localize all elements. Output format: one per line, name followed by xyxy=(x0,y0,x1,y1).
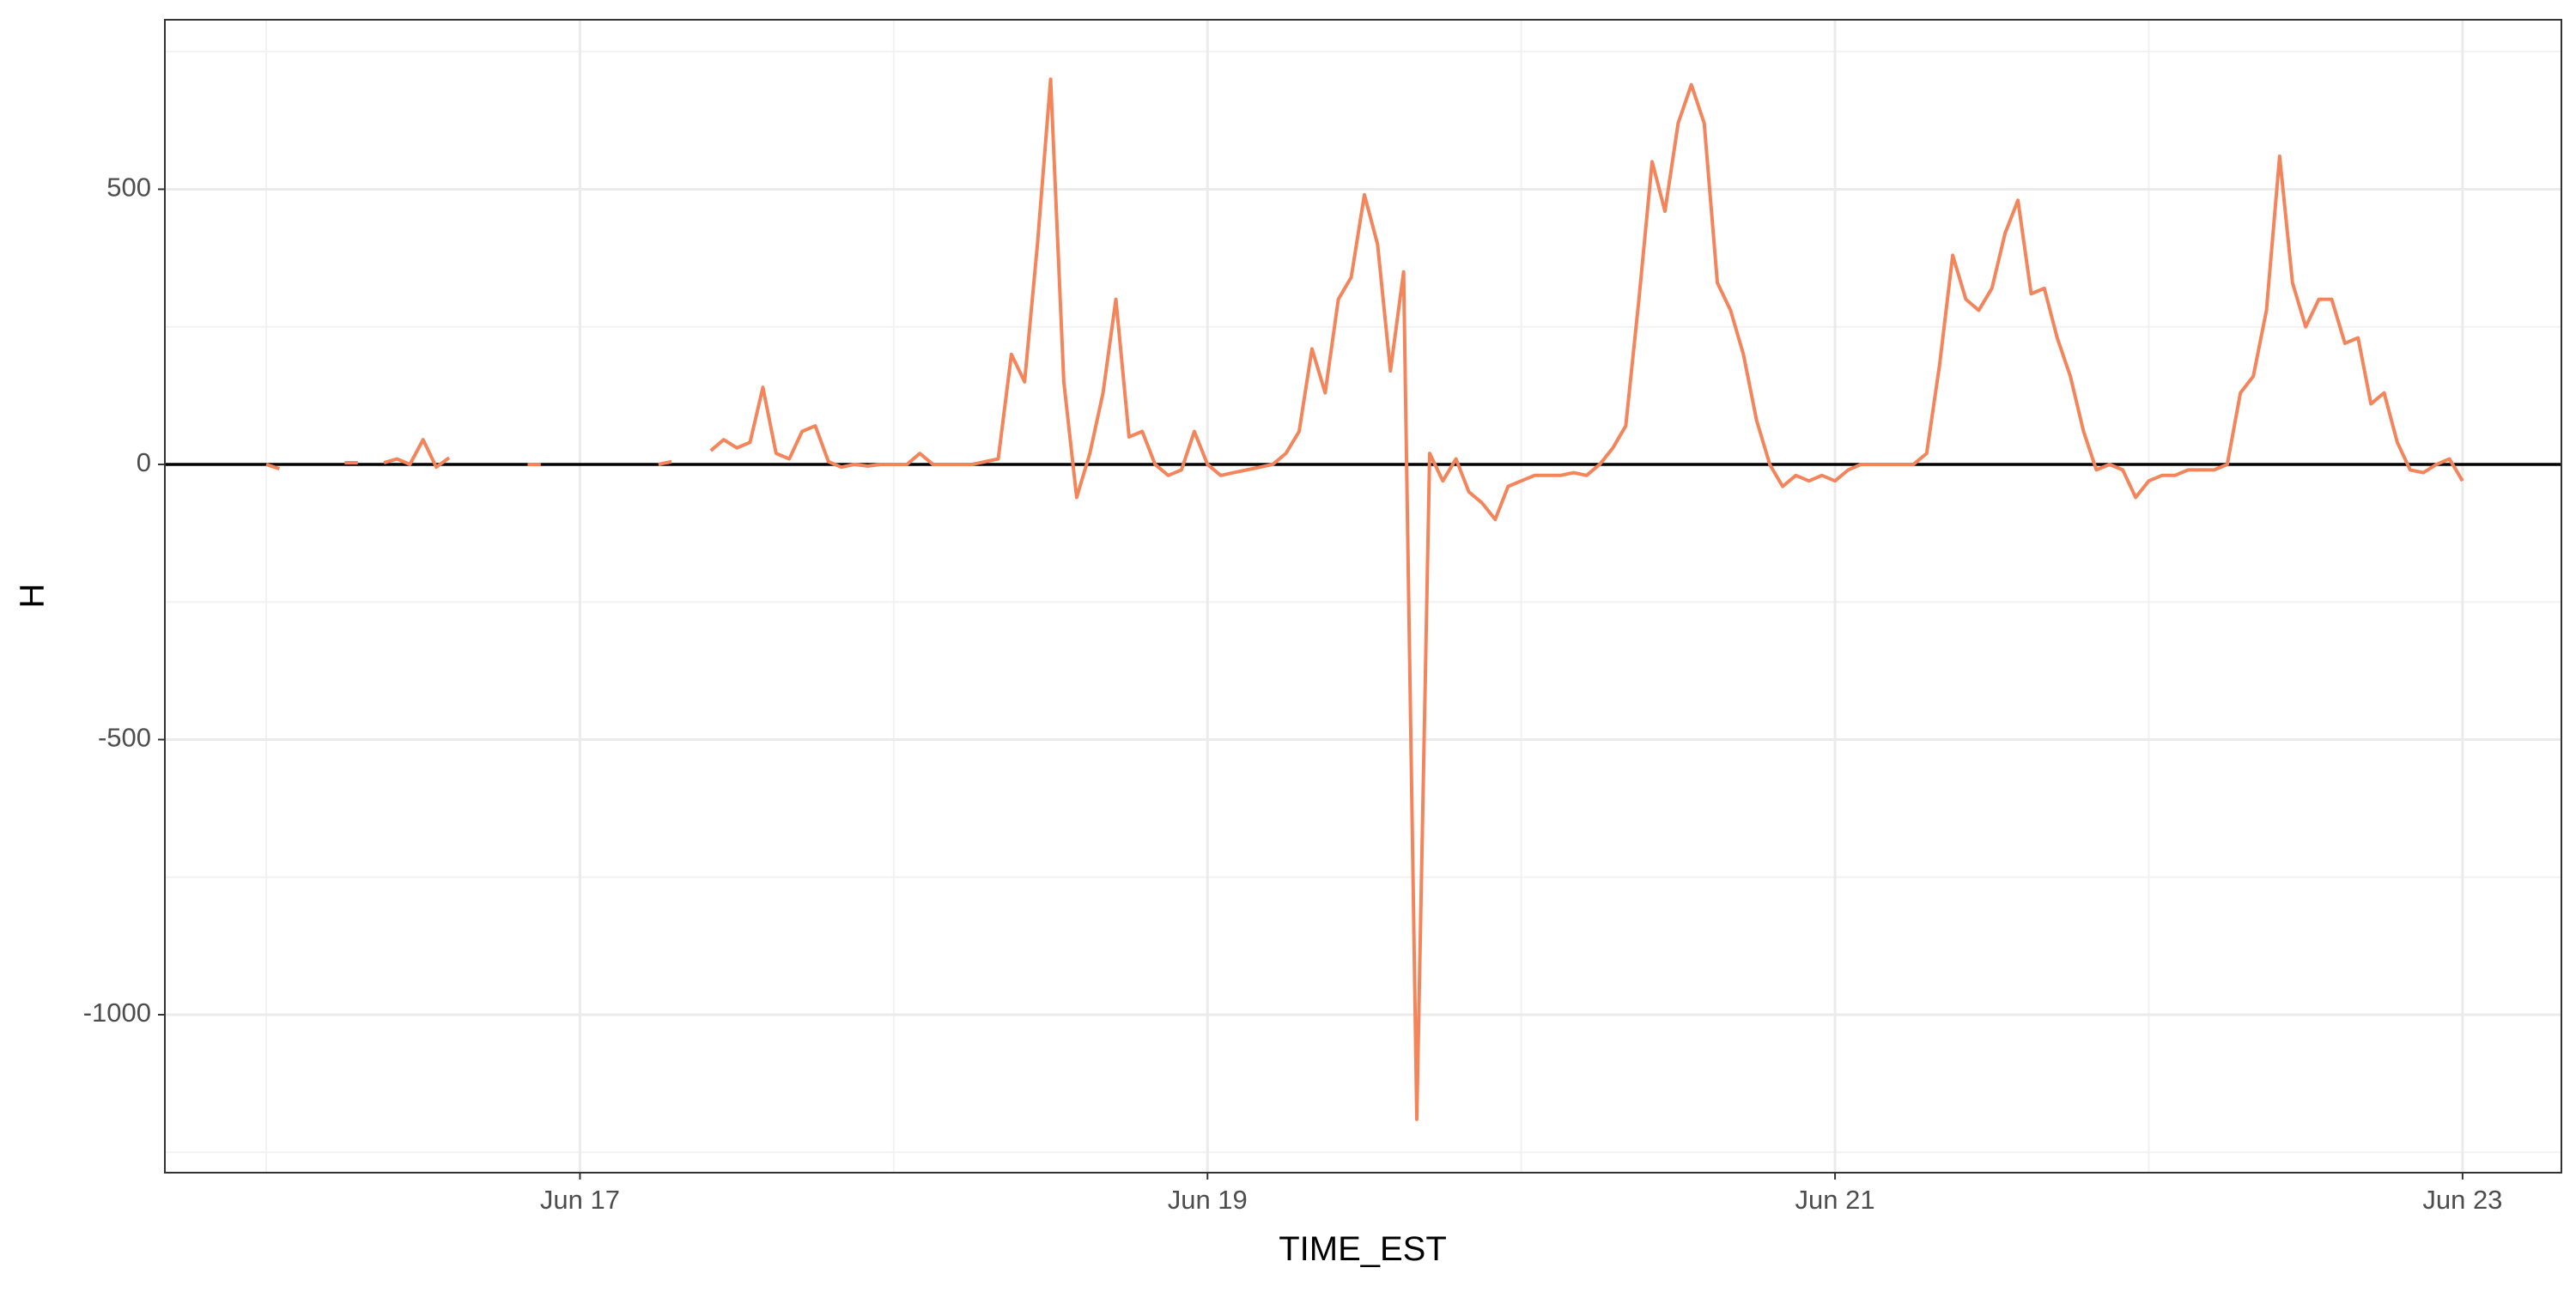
x-tick-label: Jun 23 xyxy=(2422,1185,2502,1215)
y-tick-label: -1000 xyxy=(83,998,151,1028)
y-tick-label: 500 xyxy=(106,173,151,203)
x-axis-title: TIME_EST xyxy=(1279,1230,1447,1268)
x-tick-label: Jun 19 xyxy=(1168,1185,1248,1215)
y-axis-title: H xyxy=(14,584,52,609)
data-line xyxy=(265,77,2464,1121)
y-tick-label: 0 xyxy=(137,447,151,477)
x-tick-label: Jun 21 xyxy=(1795,1185,1875,1215)
plot-border xyxy=(164,19,2562,1174)
x-tick-label: Jun 17 xyxy=(540,1185,620,1215)
y-tick-label: -500 xyxy=(98,723,151,753)
